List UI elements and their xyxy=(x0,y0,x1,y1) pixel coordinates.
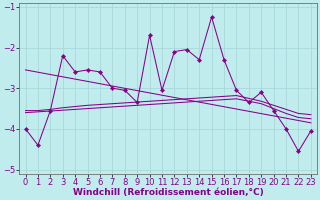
X-axis label: Windchill (Refroidissement éolien,°C): Windchill (Refroidissement éolien,°C) xyxy=(73,188,264,197)
